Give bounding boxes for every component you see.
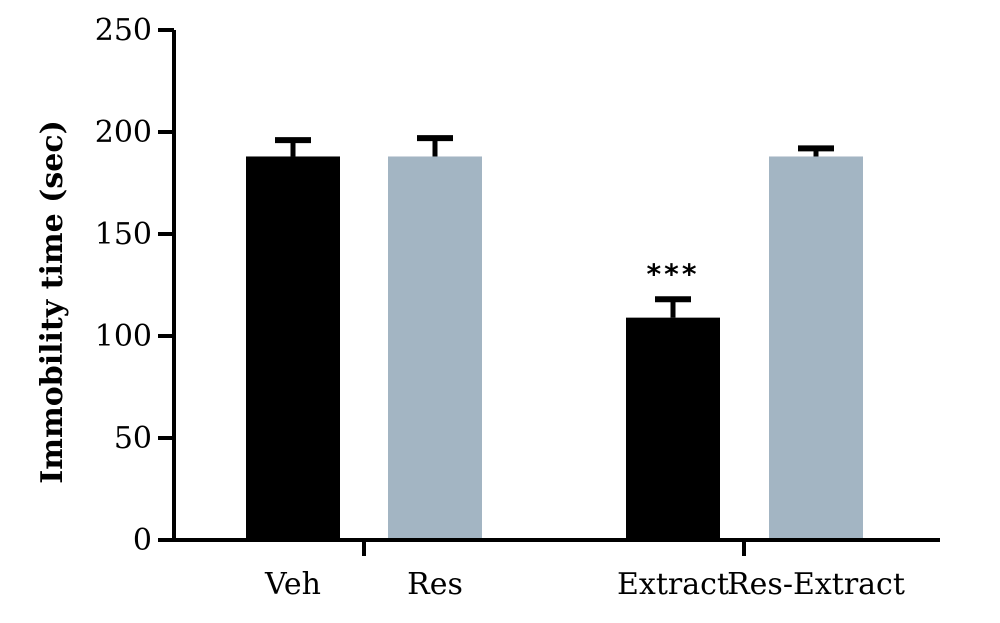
- bars-group: [246, 156, 863, 541]
- axes-group: [172, 30, 940, 556]
- annotations-group: ***: [647, 257, 700, 290]
- significance-label: ***: [647, 257, 700, 290]
- x-category-label: Extract: [617, 567, 729, 602]
- bar-veh: [246, 156, 340, 541]
- x-category-label: Veh: [264, 567, 321, 602]
- y-tick-label: 150: [95, 217, 152, 252]
- y-tick-label: 100: [95, 319, 152, 354]
- y-tick-label: 0: [133, 523, 152, 558]
- bar-extract: [626, 317, 720, 540]
- y-tick-label: 250: [95, 13, 152, 48]
- bar-res-extract: [769, 156, 863, 541]
- x-category-label: Res-Extract: [727, 567, 905, 602]
- y-tick-label: 200: [95, 115, 152, 150]
- y-tick-label: 50: [114, 421, 152, 456]
- bar-res: [388, 156, 482, 541]
- y-ticks-group: 0 50 100 150 200 250: [95, 13, 174, 558]
- x-category-label: Res: [407, 567, 463, 602]
- error-bars-group: [275, 135, 834, 318]
- y-axis-title: Immobility time (sec): [35, 120, 70, 484]
